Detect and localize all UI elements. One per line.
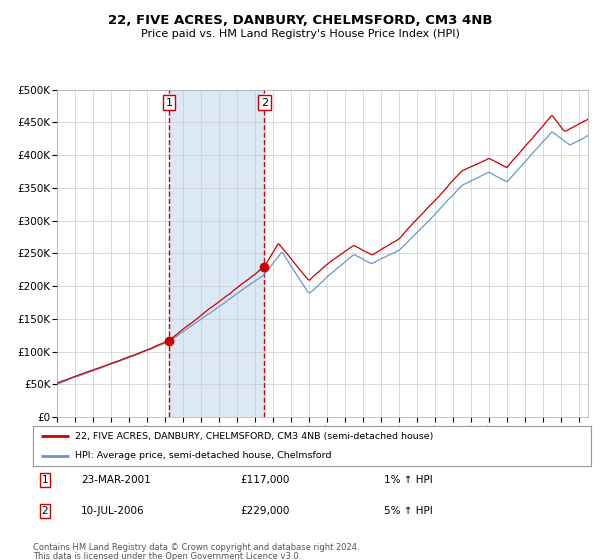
Text: 1: 1 [166,97,172,108]
Text: 1% ↑ HPI: 1% ↑ HPI [384,475,433,485]
Text: 22, FIVE ACRES, DANBURY, CHELMSFORD, CM3 4NB (semi-detached house): 22, FIVE ACRES, DANBURY, CHELMSFORD, CM3… [75,432,433,441]
Text: 5% ↑ HPI: 5% ↑ HPI [384,506,433,516]
Text: 1: 1 [41,475,49,485]
Text: 2: 2 [261,97,268,108]
Text: HPI: Average price, semi-detached house, Chelmsford: HPI: Average price, semi-detached house,… [75,451,331,460]
Text: This data is licensed under the Open Government Licence v3.0.: This data is licensed under the Open Gov… [33,552,301,560]
Text: 23-MAR-2001: 23-MAR-2001 [81,475,151,485]
Bar [169,90,265,417]
Text: Price paid vs. HM Land Registry's House Price Index (HPI): Price paid vs. HM Land Registry's House … [140,29,460,39]
Text: 2: 2 [41,506,49,516]
Text: £229,000: £229,000 [240,506,289,516]
Text: 22, FIVE ACRES, DANBURY, CHELMSFORD, CM3 4NB: 22, FIVE ACRES, DANBURY, CHELMSFORD, CM3… [108,14,492,27]
Text: Contains HM Land Registry data © Crown copyright and database right 2024.: Contains HM Land Registry data © Crown c… [33,543,359,552]
Text: 10-JUL-2006: 10-JUL-2006 [81,506,145,516]
Text: £117,000: £117,000 [240,475,289,485]
